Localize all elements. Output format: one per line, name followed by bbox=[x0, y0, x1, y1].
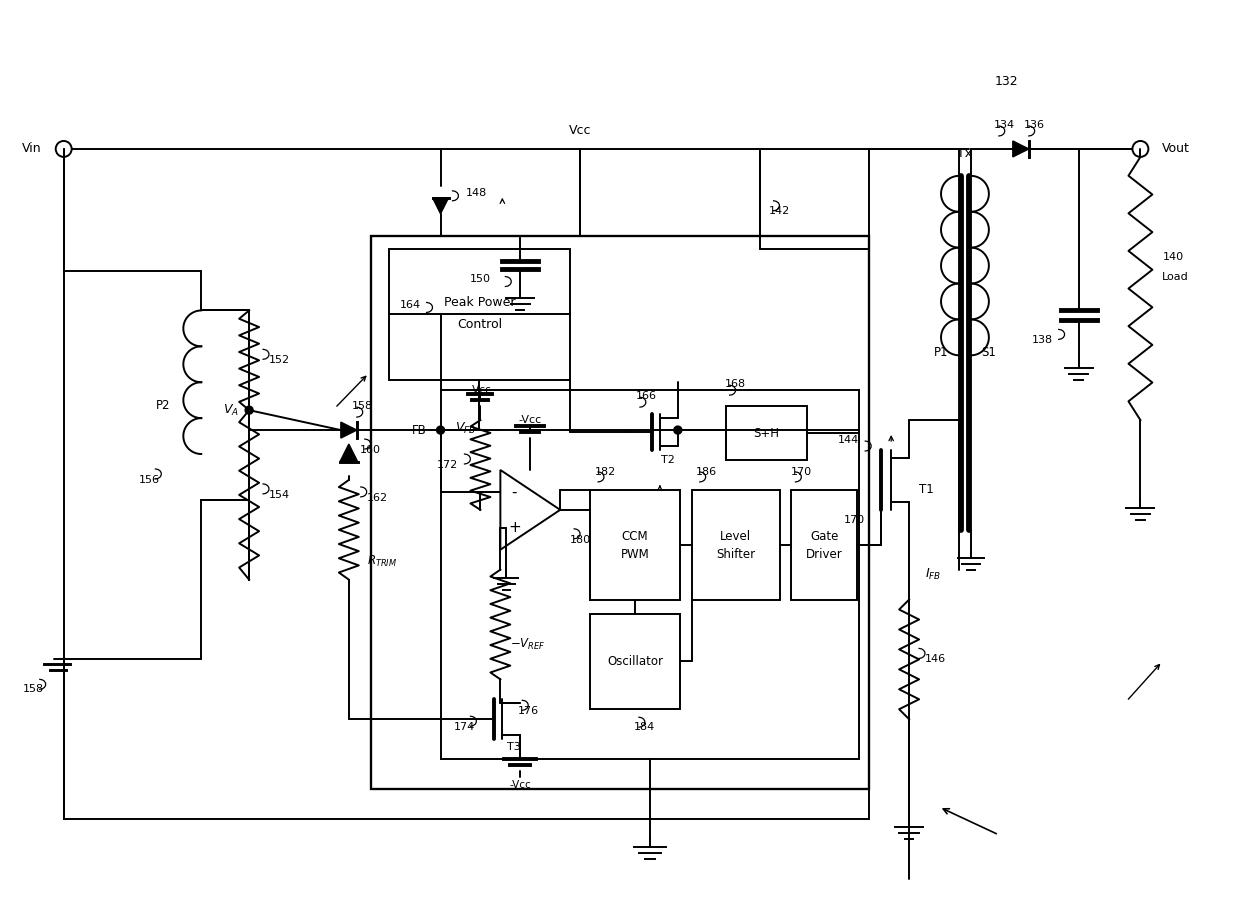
Circle shape bbox=[246, 406, 253, 414]
Text: -Vcc: -Vcc bbox=[518, 415, 542, 425]
Polygon shape bbox=[433, 197, 449, 214]
Text: -Vcc: -Vcc bbox=[470, 386, 491, 396]
Text: 170: 170 bbox=[791, 467, 812, 477]
Text: 168: 168 bbox=[725, 379, 746, 389]
Text: 164: 164 bbox=[399, 300, 420, 310]
Polygon shape bbox=[340, 444, 358, 462]
Text: 186: 186 bbox=[696, 467, 717, 477]
Text: 148: 148 bbox=[465, 188, 487, 197]
Text: T2: T2 bbox=[661, 455, 675, 465]
Text: T3: T3 bbox=[507, 742, 521, 752]
Text: 138: 138 bbox=[1032, 335, 1053, 345]
Text: CCM: CCM bbox=[621, 531, 649, 543]
Text: Shifter: Shifter bbox=[715, 548, 755, 561]
Text: 140: 140 bbox=[1162, 252, 1183, 262]
Polygon shape bbox=[1013, 141, 1029, 157]
Text: 170: 170 bbox=[844, 515, 866, 525]
Text: +: + bbox=[508, 521, 521, 535]
Text: $V_A$: $V_A$ bbox=[223, 403, 239, 418]
Text: -Vcc: -Vcc bbox=[510, 780, 531, 790]
Text: 172: 172 bbox=[438, 460, 459, 470]
Text: T1: T1 bbox=[919, 484, 934, 497]
Text: 156: 156 bbox=[139, 475, 160, 485]
Text: 182: 182 bbox=[594, 467, 616, 477]
Bar bbox=[590, 490, 680, 599]
Text: Vcc: Vcc bbox=[569, 125, 591, 138]
Polygon shape bbox=[341, 422, 357, 438]
Text: 158: 158 bbox=[352, 401, 373, 411]
Text: P1: P1 bbox=[934, 346, 949, 359]
Circle shape bbox=[436, 426, 444, 434]
Text: 152: 152 bbox=[269, 355, 290, 365]
Text: $V_{FB}$: $V_{FB}$ bbox=[455, 420, 476, 436]
Text: 134: 134 bbox=[994, 120, 1016, 130]
Text: $I_{FB}$: $I_{FB}$ bbox=[925, 567, 941, 582]
Text: $-V_{REF}$: $-V_{REF}$ bbox=[511, 637, 546, 652]
Text: S+H: S+H bbox=[754, 427, 780, 440]
Text: 174: 174 bbox=[454, 722, 475, 733]
Bar bbox=[590, 613, 680, 710]
Text: 144: 144 bbox=[838, 435, 859, 445]
Text: 180: 180 bbox=[569, 535, 590, 544]
Bar bbox=[388, 249, 570, 380]
Text: 184: 184 bbox=[635, 722, 656, 733]
Text: Oscillator: Oscillator bbox=[606, 655, 663, 668]
Text: Control: Control bbox=[456, 318, 502, 330]
Text: Gate: Gate bbox=[810, 531, 838, 543]
Text: Peak Power: Peak Power bbox=[444, 296, 515, 309]
Text: 136: 136 bbox=[1024, 120, 1045, 130]
Text: -: - bbox=[512, 485, 517, 499]
Bar bbox=[725, 406, 807, 460]
Text: Level: Level bbox=[720, 531, 751, 543]
Text: 176: 176 bbox=[518, 706, 539, 716]
Text: PWM: PWM bbox=[620, 548, 650, 561]
Text: S1: S1 bbox=[981, 346, 996, 359]
Text: $R_{TRIM}$: $R_{TRIM}$ bbox=[367, 554, 397, 569]
Text: 160: 160 bbox=[361, 445, 381, 455]
Text: 154: 154 bbox=[269, 490, 290, 500]
Text: Load: Load bbox=[1162, 272, 1189, 282]
Text: 132: 132 bbox=[994, 74, 1018, 87]
Bar bbox=[371, 236, 869, 789]
Circle shape bbox=[673, 426, 682, 434]
Text: 162: 162 bbox=[367, 493, 388, 503]
Text: 150: 150 bbox=[470, 274, 490, 284]
Text: P2: P2 bbox=[156, 398, 171, 411]
Bar bbox=[692, 490, 780, 599]
Text: 166: 166 bbox=[635, 391, 656, 401]
Text: 158: 158 bbox=[24, 684, 45, 694]
Text: 142: 142 bbox=[769, 206, 790, 216]
Text: Driver: Driver bbox=[806, 548, 843, 561]
Text: Tx: Tx bbox=[957, 148, 972, 161]
Text: 146: 146 bbox=[925, 655, 946, 665]
Text: FB: FB bbox=[412, 423, 427, 437]
Text: Vout: Vout bbox=[1162, 142, 1190, 155]
Bar bbox=[440, 390, 859, 759]
Bar bbox=[791, 490, 857, 599]
Text: Vin: Vin bbox=[22, 142, 42, 155]
